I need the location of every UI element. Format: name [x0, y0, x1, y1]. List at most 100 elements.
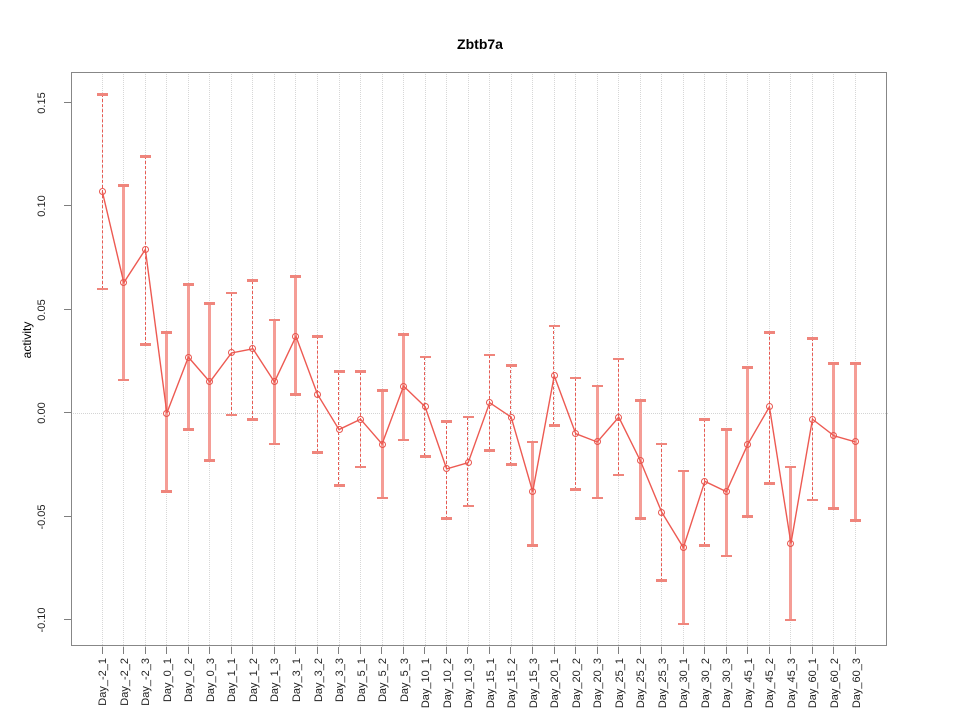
- data-point-marker: [98, 188, 106, 195]
- gridline: [596, 72, 598, 647]
- x-tick-label: Day_0_1: [161, 658, 174, 703]
- x-tick-label: Day_10_3: [463, 658, 476, 709]
- x-tick-label: Day_3_3: [334, 658, 347, 703]
- x-axis-tick: [532, 647, 533, 654]
- x-tick-label: Day_60_3: [850, 658, 863, 709]
- x-axis-tick: [618, 647, 620, 654]
- gridline: [467, 72, 469, 647]
- error-bar-cap-bottom: [441, 517, 453, 520]
- x-tick-label: Day_5_2: [377, 658, 390, 703]
- error-bar-cap-bottom: [742, 515, 754, 518]
- data-point-marker: [658, 508, 666, 516]
- x-tick-label: Day_3_1: [290, 658, 303, 703]
- error-bar-cap-top: [850, 362, 861, 365]
- x-axis-tick: [252, 647, 254, 654]
- plot-frame: [71, 72, 887, 646]
- error-bar-cap-bottom: [634, 517, 646, 520]
- x-axis-tick: [854, 647, 856, 654]
- error-bar-cap-top: [355, 370, 367, 373]
- x-tick-label: Day_1_1: [226, 658, 239, 703]
- error-bar-cap-bottom: [462, 504, 474, 508]
- gridline: [855, 72, 856, 647]
- x-tick-label: Day_-2_3: [140, 658, 153, 706]
- gridline: [510, 72, 512, 647]
- x-axis-tick: [402, 647, 404, 654]
- x-tick-label: Day_30_2: [699, 658, 712, 709]
- error-bar-cap-bottom: [355, 465, 367, 469]
- x-axis-tick: [467, 647, 469, 654]
- gridline: [639, 72, 641, 647]
- x-tick-label: Day_60_2: [828, 658, 841, 709]
- error-bar-cap-top: [333, 370, 345, 373]
- data-point-marker: [357, 415, 365, 423]
- x-axis-tick: [187, 647, 189, 654]
- x-axis-tick: [359, 647, 361, 654]
- data-point-marker: [184, 353, 192, 361]
- x-tick-label: Day_15_2: [506, 658, 519, 709]
- y-axis-tick: [64, 205, 71, 207]
- error-bar-cap-bottom: [656, 579, 668, 582]
- error-bar-cap-bottom: [204, 459, 216, 462]
- y-tick-label: 0.05: [36, 298, 48, 321]
- data-point-marker: [421, 403, 429, 411]
- data-point-marker: [120, 279, 128, 287]
- error-bar-cap-bottom: [613, 473, 625, 477]
- x-axis-tick: [639, 647, 641, 654]
- x-axis-tick: [424, 647, 426, 654]
- y-tick-label: 0.00: [36, 402, 48, 424]
- gridline: [446, 72, 448, 647]
- y-tick-label: -0.10: [36, 607, 48, 633]
- x-axis-tick: [833, 647, 835, 654]
- error-bar-cap-top: [247, 279, 259, 282]
- gridline: [747, 72, 749, 647]
- x-tick-label: Day_0_2: [183, 658, 196, 703]
- error-bar-cap-top: [548, 324, 560, 328]
- data-point-marker: [335, 426, 343, 434]
- error-bar-cap-bottom: [570, 488, 582, 491]
- y-tick-label: 0.15: [36, 91, 48, 114]
- x-tick-label: Day_15_3: [527, 658, 540, 709]
- error-bar-cap-top: [290, 275, 302, 278]
- error-bar-cap-top: [419, 355, 431, 359]
- x-tick-label: Day_-2_2: [118, 658, 131, 706]
- data-point-marker: [443, 465, 451, 473]
- error-bar-cap-bottom: [591, 496, 603, 500]
- error-bar-cap-bottom: [677, 622, 689, 626]
- error-bar-cap-bottom: [419, 455, 431, 458]
- error-bar-cap-bottom: [720, 554, 732, 558]
- y-tick-label: -0.05: [36, 503, 48, 530]
- error-bar-cap-top: [398, 333, 410, 336]
- data-point-marker: [787, 539, 795, 547]
- x-axis-tick: [230, 647, 232, 654]
- x-tick-label: Day_-2_1: [97, 658, 110, 706]
- error-bar-cap-top: [785, 465, 797, 469]
- x-axis-tick: [682, 647, 684, 654]
- error-bar-cap-bottom: [268, 442, 280, 446]
- data-point-marker: [529, 488, 537, 496]
- x-tick-label: Day_1_3: [269, 658, 282, 703]
- error-bar-cap-bottom: [763, 482, 775, 485]
- x-tick-label: Day_20_3: [592, 658, 605, 709]
- data-point-marker: [550, 372, 558, 380]
- data-point-marker: [507, 413, 515, 421]
- data-point-marker: [636, 457, 644, 465]
- error-bar-cap-bottom: [548, 424, 560, 427]
- error-bar-cap-bottom: [182, 428, 194, 431]
- data-point-marker: [701, 477, 709, 485]
- data-point-marker: [464, 459, 472, 467]
- error-bar-cap-bottom: [699, 544, 711, 547]
- error-bar-cap-top: [118, 184, 130, 187]
- gridline: [532, 72, 534, 647]
- x-tick-label: Day_20_1: [549, 658, 562, 709]
- x-tick-label: Day_5_1: [355, 658, 368, 703]
- error-bar-cap-top: [225, 291, 237, 295]
- x-tick-label: Day_10_2: [441, 658, 454, 709]
- x-tick-label: Day_30_1: [678, 658, 691, 709]
- x-axis-tick: [747, 647, 749, 654]
- data-point-marker: [852, 438, 859, 446]
- data-point-marker: [292, 332, 300, 340]
- x-axis-tick: [445, 647, 447, 654]
- x-axis-tick: [338, 647, 340, 654]
- error-bar-cap-bottom: [290, 393, 302, 396]
